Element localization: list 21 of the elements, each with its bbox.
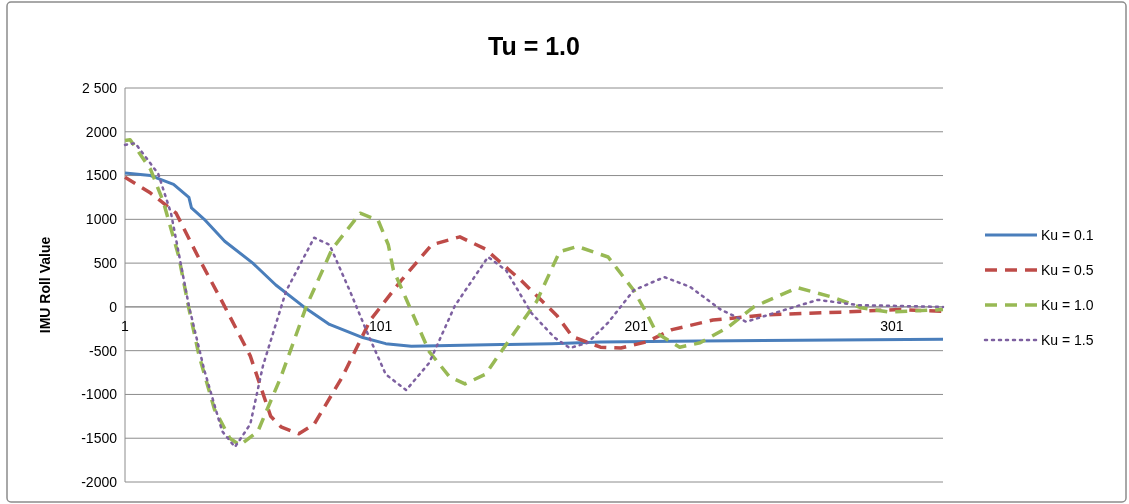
x-tick-label: 201 — [624, 317, 649, 334]
legend-label: Ku = 0.5 — [1041, 261, 1094, 278]
y-tick-label: 2000 — [85, 123, 118, 140]
y-tick-label: -500 — [88, 342, 118, 359]
legend-label: Ku = 1.0 — [1041, 296, 1094, 313]
y-tick-label: 1500 — [85, 167, 118, 184]
y-tick-label: 1000 — [85, 211, 118, 228]
y-tick-label: 500 — [93, 255, 118, 272]
line-series — [123, 171, 945, 348]
x-tick-label: 1 — [121, 317, 130, 334]
y-axis-title: IMU Roll Value — [37, 236, 53, 334]
x-tick-label: 301 — [880, 317, 904, 334]
y-tick-label: -1000 — [81, 386, 118, 403]
chart-title: Tu = 1.0 — [488, 32, 580, 60]
y-tick-label: 0 — [109, 298, 118, 315]
y-tick-label: -1500 — [81, 430, 118, 447]
legend-label: Ku = 0.1 — [1041, 226, 1094, 243]
y-tick-label: 2 500 — [81, 79, 118, 96]
x-tick-label: 101 — [368, 317, 393, 334]
y-tick-label: -2000 — [81, 473, 118, 490]
legend-label: Ku = 1.5 — [1041, 331, 1094, 348]
